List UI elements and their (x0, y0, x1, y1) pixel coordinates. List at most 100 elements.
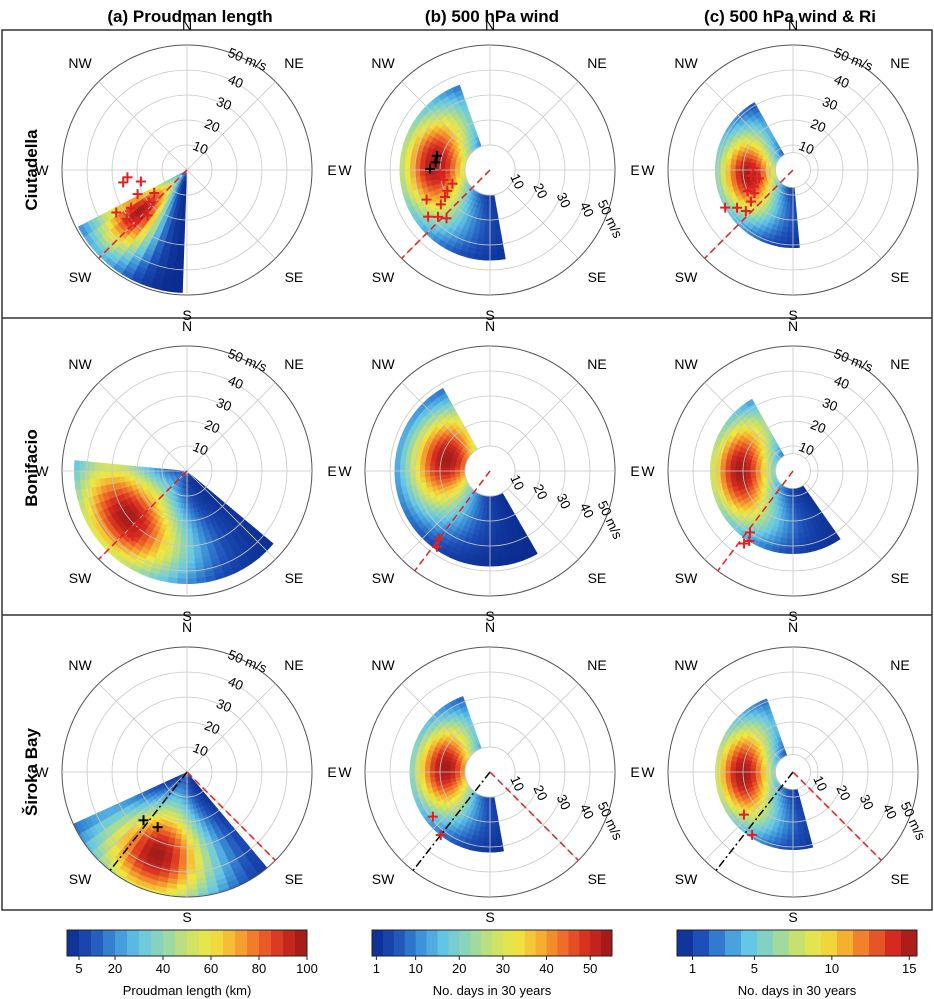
density-cell (171, 176, 178, 182)
density-cell (470, 808, 477, 815)
density-cell (180, 181, 184, 188)
density-cell (486, 199, 490, 206)
density-cell (191, 798, 196, 805)
density-cell (93, 822, 104, 834)
density-cell (394, 453, 402, 464)
density-cell (410, 449, 418, 458)
density-cell (792, 533, 799, 539)
density-cell (170, 286, 183, 293)
density-cell (99, 539, 111, 551)
density-cell (164, 798, 171, 805)
density-cell (453, 485, 460, 492)
density-cell (186, 563, 196, 569)
density-cell (79, 460, 85, 471)
density-cell (799, 547, 808, 554)
density-cell (748, 203, 756, 212)
colorbar-tick-label: 15 (902, 961, 916, 976)
density-cell (150, 282, 163, 291)
density-cell (482, 540, 490, 547)
density-cell (759, 487, 767, 493)
density-cell (191, 497, 196, 504)
colorbar-tick-label: 5 (75, 961, 82, 976)
density-cell (97, 509, 107, 520)
density-cell (481, 510, 487, 517)
density-cell (772, 158, 778, 163)
colorbar-tick-label: 100 (296, 961, 318, 976)
density-cell (139, 478, 146, 484)
density-cell (772, 810, 779, 818)
density-cell (169, 862, 179, 870)
density-cell (439, 470, 446, 476)
density-cell (449, 172, 456, 178)
density-cell (252, 543, 264, 555)
density-cell (399, 462, 406, 471)
density-cell (775, 755, 781, 761)
density-cell (771, 762, 778, 767)
density-cell (419, 507, 429, 518)
density-cell (147, 486, 155, 493)
density-cell (755, 473, 761, 478)
density-cell (227, 538, 238, 548)
density-cell (781, 195, 786, 202)
density-cell (184, 774, 187, 780)
density-cell (761, 757, 769, 763)
density-cell (114, 476, 121, 484)
density-cell (170, 476, 177, 480)
density-cell (178, 813, 184, 820)
density-cell (233, 835, 244, 845)
density-cell (779, 236, 788, 243)
density-cell (489, 505, 494, 512)
density-cell (444, 544, 455, 554)
density-cell (186, 578, 197, 584)
density-cell (777, 822, 784, 830)
density-cell (114, 232, 126, 243)
density-cell (495, 504, 501, 511)
density-cell (444, 243, 455, 253)
density-cell (192, 838, 200, 845)
density-cell (500, 508, 506, 516)
density-cell (771, 744, 778, 751)
density-cell (170, 801, 176, 808)
density-cell (164, 545, 174, 553)
density-cell (444, 775, 451, 780)
density-cell (771, 136, 777, 144)
density-cell (489, 796, 493, 803)
density-cell (414, 457, 422, 465)
direction-label-s: S (485, 307, 494, 323)
colorbar-level (79, 930, 92, 956)
density-cell (79, 479, 87, 490)
density-cell (792, 523, 799, 529)
density-cell (472, 491, 478, 498)
density-cell (411, 512, 421, 523)
density-cell (730, 480, 738, 488)
density-cell (455, 759, 462, 765)
density-cell (97, 810, 107, 821)
density-cell (239, 842, 250, 853)
density-cell (476, 238, 484, 246)
colorbar-title: No. days in 30 years (738, 983, 857, 998)
density-cell (471, 496, 478, 504)
density-cell (169, 471, 175, 475)
density-cell (489, 801, 494, 808)
density-cell (144, 473, 151, 479)
density-cell (129, 475, 136, 482)
density-cell (459, 786, 466, 793)
colorbar-level (437, 930, 449, 956)
density-cell (782, 823, 789, 830)
density-cell (489, 831, 496, 838)
density-cell (173, 485, 179, 491)
density-cell (720, 509, 730, 519)
density-cell (765, 787, 772, 794)
density-cell (482, 846, 490, 853)
density-cell (237, 855, 249, 866)
density-cell (186, 528, 193, 534)
density-cell (412, 504, 421, 514)
density-cell (412, 203, 421, 213)
density-cell (469, 440, 476, 447)
density-cell (502, 543, 511, 551)
density-cell (446, 238, 457, 248)
density-cell (410, 784, 418, 793)
density-cell (166, 197, 173, 204)
density-cell (747, 450, 755, 457)
